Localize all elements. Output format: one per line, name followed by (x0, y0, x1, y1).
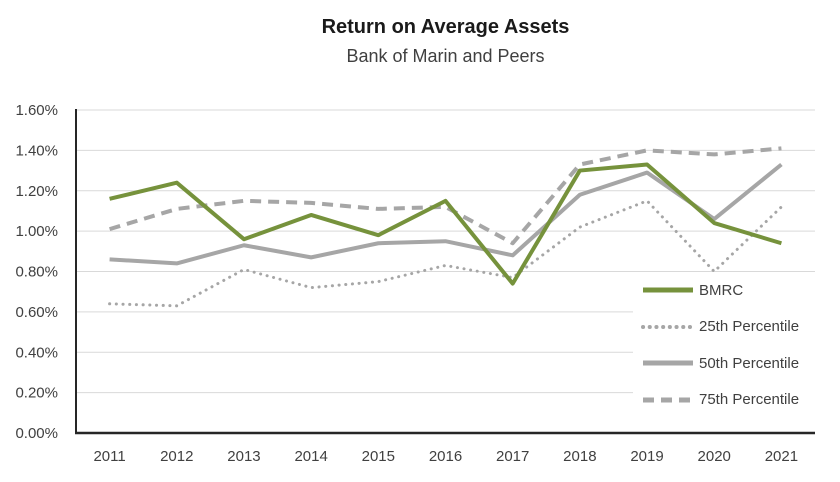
legend-swatch-50th-solid-line (643, 360, 693, 366)
legend-label-75th-percentile: 75th Percentile (699, 391, 800, 409)
x-tick-label: 2012 (160, 448, 193, 465)
series-line-bmrc (109, 162, 782, 286)
legend-label-bmrc: BMRC (699, 281, 744, 299)
legend: BMRC 25th Percentile 50th Percentile 75t… (633, 272, 823, 418)
legend-item-50th-percentile: 50th Percentile (641, 347, 823, 379)
x-tick-label: 2017 (496, 448, 529, 465)
x-tick-label: 2021 (765, 448, 798, 465)
x-tick-label: 2011 (93, 448, 125, 465)
x-tick-label: 2014 (294, 448, 327, 465)
y-tick-label: 0.80% (15, 264, 58, 281)
legend-item-25th-percentile: 25th Percentile (641, 311, 823, 343)
x-tick-label: 2020 (698, 448, 731, 465)
legend-swatch-75th-dashed-line (643, 397, 693, 403)
y-tick-label: 0.60% (15, 304, 58, 321)
legend-label-25th-percentile: 25th Percentile (699, 318, 800, 336)
y-tick-label: 1.40% (15, 142, 58, 159)
series-line-25th-percentile (108, 199, 783, 308)
y-tick-label: 1.00% (15, 223, 58, 240)
x-tick-label: 2013 (227, 448, 260, 465)
y-tick-label: 0.20% (15, 385, 58, 402)
x-tick-label: 2019 (630, 448, 663, 465)
chart-subtitle: Bank of Marin and Peers (346, 46, 545, 66)
y-tick-label: 0.00% (15, 425, 58, 442)
x-tick-label: 2016 (429, 448, 462, 465)
x-tick-label: 2018 (563, 448, 596, 465)
y-tick-label: 1.20% (15, 183, 58, 200)
chart-title: Return on Average Assets (321, 16, 570, 38)
legend-swatch-25th-dotted-line (641, 324, 695, 329)
legend-item-bmrc: BMRC (641, 274, 823, 306)
y-tick-label: 0.40% (15, 344, 58, 361)
y-tick-label: 1.60% (15, 102, 58, 119)
legend-label-50th-percentile: 50th Percentile (699, 354, 800, 372)
x-tick-label: 2015 (362, 448, 395, 465)
legend-swatch-bmrc-line (643, 287, 693, 293)
legend-item-75th-percentile: 75th Percentile (641, 384, 823, 416)
series-line-75th-percentile (109, 146, 782, 246)
series-line-50th-percentile (109, 162, 783, 266)
